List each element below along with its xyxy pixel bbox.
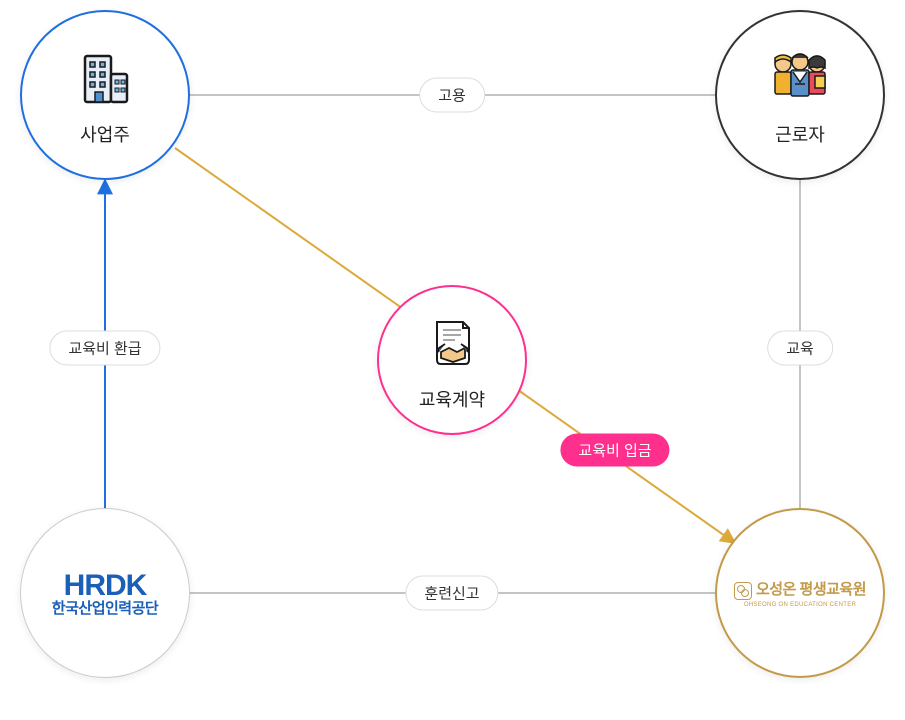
edge-label-payment: 교육비 입금 <box>560 434 669 467</box>
node-workers: 근로자 <box>715 10 885 180</box>
node-workers-label: 근로자 <box>775 121 825 147</box>
edge-label-education: 교육 <box>767 331 833 366</box>
edge-label-refund: 교육비 환급 <box>49 331 160 366</box>
workers-icon <box>765 43 835 113</box>
node-ohseong: 오성온 평생교육원 OHSEONG ON EDUCATION CENTER <box>715 508 885 678</box>
ohseong-logo-top: 오성온 평생교육원 <box>734 578 866 599</box>
contract-icon <box>417 308 487 378</box>
node-contract-label: 교육계약 <box>419 386 485 412</box>
hrdk-logo-icon: HRDK 한국산업인력공단 <box>52 571 158 616</box>
hrdk-logo-bottom: 한국산업인력공단 <box>52 601 158 616</box>
node-contract: 교육계약 <box>377 285 527 435</box>
flowchart-diagram: 사업주 근로자 <box>0 0 905 720</box>
node-employer-label: 사업주 <box>80 121 130 147</box>
building-icon <box>70 43 140 113</box>
ohseong-logo-bottom: OHSEONG ON EDUCATION CENTER <box>734 602 866 608</box>
ohseong-logo-icon: 오성온 평생교육원 OHSEONG ON EDUCATION CENTER <box>734 578 866 607</box>
edge-label-employment: 고용 <box>419 78 485 113</box>
edge-label-training-report: 훈련신고 <box>405 576 498 611</box>
node-employer: 사업주 <box>20 10 190 180</box>
hrdk-logo-top: HRDK <box>52 571 158 601</box>
node-hrdk: HRDK 한국산업인력공단 <box>20 508 190 678</box>
